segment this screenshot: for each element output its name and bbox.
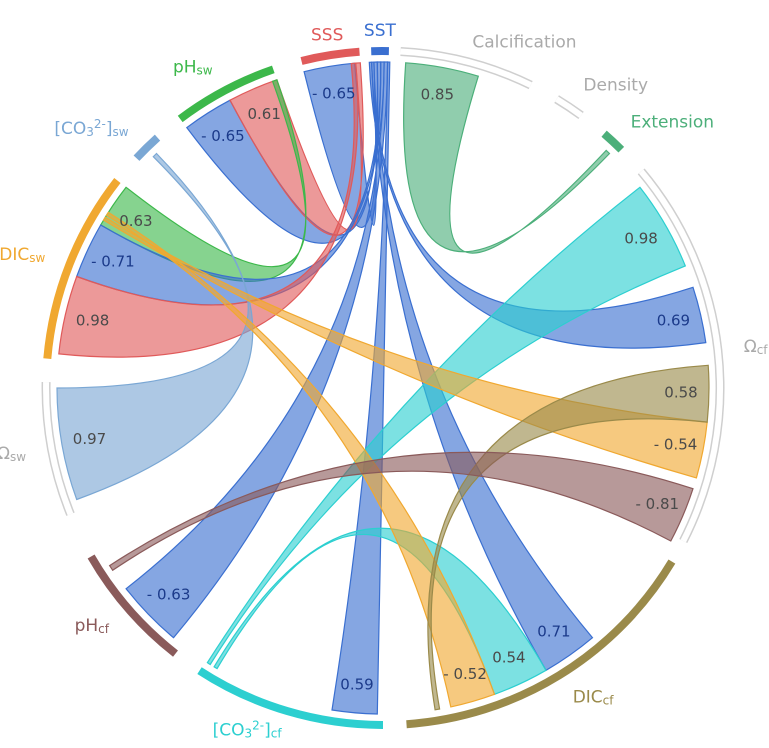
ribbon-label: - 0.52 (443, 665, 487, 683)
label-part: pH (173, 58, 197, 78)
node-label: pHsw (173, 58, 213, 78)
node-label: Calcification (472, 32, 576, 52)
node-arc-inner (638, 169, 723, 543)
label-part: [CO (54, 119, 86, 139)
node-arc (87, 554, 178, 657)
label-part: pH (75, 616, 99, 636)
node-label: SST (364, 21, 397, 41)
ribbon (403, 62, 611, 254)
label-part: sw (113, 125, 129, 139)
node-label: Density (583, 75, 648, 95)
label-part: ] (106, 119, 113, 139)
ribbon-label: 0.61 (247, 105, 280, 123)
label-part: DIC (573, 688, 603, 708)
ribbon-label: - 0.81 (636, 495, 680, 513)
ribbon-label: - 0.54 (654, 435, 698, 453)
ribbon (56, 152, 254, 501)
label-part: Ω (0, 444, 10, 464)
node-arc (300, 47, 360, 65)
label-part: SSS (311, 25, 343, 45)
node-label: [CO32-]sw (54, 117, 128, 139)
ribbon (368, 61, 707, 349)
label-part: DIC (0, 245, 29, 265)
node-arc (601, 130, 625, 153)
node-arc (177, 65, 275, 123)
ribbon-label: - 0.65 (312, 85, 356, 103)
node-label: Extension (631, 113, 714, 133)
nodes: SSTSSSpHsw[CO32-]swDICswΩswpHcf[CO32-]cf… (0, 21, 768, 740)
label-part: sw (10, 450, 26, 464)
ribbon (206, 186, 687, 666)
node-arc-inner (43, 382, 74, 516)
ribbon-label: 0.54 (492, 649, 525, 667)
label-part: sw (197, 64, 213, 78)
node-label: DICcf (573, 688, 615, 708)
label-part: cf (271, 726, 283, 740)
ribbon-label: 0.69 (657, 312, 690, 330)
label-part: Density (583, 75, 648, 95)
node-label: DICsw (0, 245, 45, 265)
node-label: SSS (311, 25, 343, 45)
ribbon-label: 0.63 (119, 212, 152, 230)
label-part: cf (757, 343, 769, 357)
label-part: Extension (631, 113, 714, 133)
label-part: 3 (86, 125, 94, 139)
ribbon-label: 0.98 (76, 312, 109, 330)
node-label: [CO32-]cf (213, 718, 283, 740)
label-part: Calcification (472, 32, 576, 52)
ribbons (56, 61, 710, 715)
ribbon (58, 62, 359, 358)
label-part: cf (98, 622, 110, 636)
ribbon-label: - 0.65 (201, 127, 245, 145)
node-arc (43, 178, 121, 359)
node-arc-inner (400, 48, 533, 88)
label-part: [CO (213, 720, 245, 740)
node-arc (133, 134, 161, 161)
node-arc-inner (555, 96, 583, 118)
ribbon-label: 0.71 (537, 623, 570, 641)
ribbon (427, 364, 710, 711)
label-part: ] (264, 720, 271, 740)
ribbon-label: - 0.63 (147, 586, 191, 604)
label-part: 2- (94, 117, 106, 131)
label-part: 3 (245, 726, 253, 740)
label-part: cf (603, 694, 615, 708)
node-arc (197, 667, 384, 729)
label-part: Ω (744, 337, 757, 357)
ribbon (125, 61, 389, 639)
ribbon-label: - 0.71 (91, 253, 135, 271)
label-part: 2- (252, 718, 264, 732)
ribbon-labels: - 0.65- 0.650.610.850.63- 0.710.980.97- … (73, 85, 698, 694)
ribbon-label: 0.85 (421, 86, 454, 104)
node-label: Ωcf (744, 337, 769, 357)
label-part: sw (29, 251, 45, 265)
ribbon-label: 0.97 (73, 430, 106, 448)
node-arc (406, 559, 676, 729)
label-part: SST (364, 21, 397, 41)
ribbon-label: 0.58 (664, 384, 697, 402)
ribbon (108, 451, 694, 572)
ribbon-label: 0.59 (340, 675, 373, 693)
ribbon-label: 0.98 (624, 230, 657, 248)
node-label: Ωsw (0, 444, 26, 464)
node-label: pHcf (75, 616, 110, 636)
